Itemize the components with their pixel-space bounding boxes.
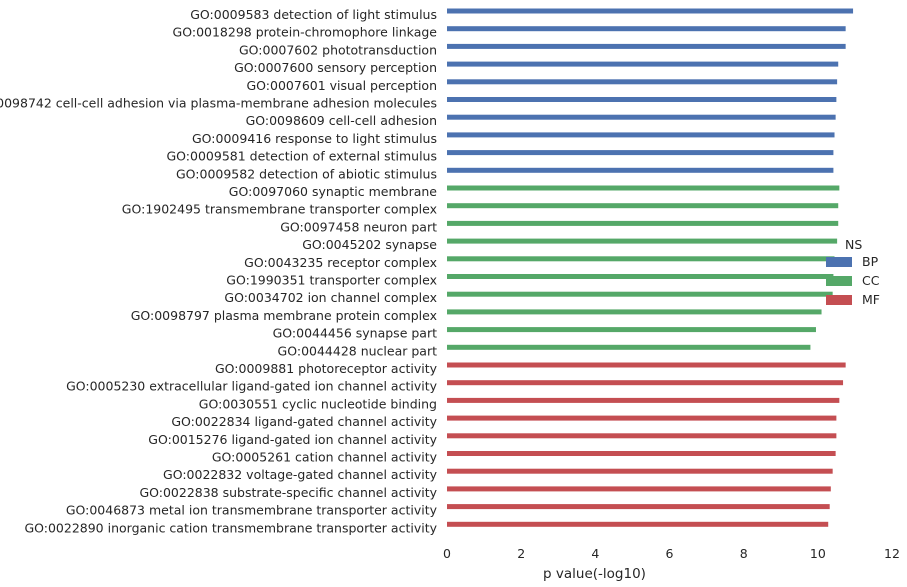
bar-mf bbox=[447, 521, 829, 527]
x-tick-label: 8 bbox=[740, 546, 748, 561]
bar-mf bbox=[447, 397, 840, 403]
category-label: GO:0034702 ion channel complex bbox=[224, 290, 437, 305]
legend-entry-label: MF bbox=[862, 292, 880, 307]
bar-bp bbox=[447, 43, 846, 49]
bar-bp bbox=[447, 132, 835, 138]
x-tick-label: 4 bbox=[591, 546, 599, 561]
x-axis: p value(-log10) 0 2 4 6 8 10 12 bbox=[443, 546, 900, 582]
bar-mf bbox=[447, 433, 837, 439]
bar-cc bbox=[447, 327, 816, 333]
bar-mf bbox=[447, 362, 846, 368]
x-tick-label: 6 bbox=[666, 546, 674, 561]
bar-cc bbox=[447, 185, 840, 191]
bar-bp bbox=[447, 97, 837, 102]
bar-mf bbox=[447, 415, 837, 421]
category-label: GO:0045202 synapse bbox=[302, 237, 437, 252]
category-label: GO:0098797 plasma membrane protein compl… bbox=[131, 308, 437, 323]
category-label: GO:0098742 cell-cell adhesion via plasma… bbox=[0, 96, 437, 111]
bar-mf bbox=[447, 380, 844, 386]
bar-cc bbox=[447, 238, 838, 244]
bar-cc bbox=[447, 203, 839, 209]
category-label: GO:0098609 cell-cell adhesion bbox=[246, 113, 437, 128]
category-label: GO:0022838 substrate-specific channel ac… bbox=[139, 485, 437, 500]
category-label: GO:0046873 metal ion transmembrane trans… bbox=[66, 503, 438, 518]
category-label: GO:0007601 visual perception bbox=[246, 78, 437, 93]
legend: NS BP CC MF bbox=[826, 237, 880, 307]
category-label: GO:0015276 ligand-gated ion channel acti… bbox=[148, 432, 437, 447]
x-tick-label: 12 bbox=[884, 546, 900, 561]
legend-swatch bbox=[826, 276, 852, 286]
bar-cc bbox=[447, 291, 833, 297]
category-label: GO:0007600 sensory perception bbox=[234, 60, 437, 75]
category-label: GO:0097060 synaptic membrane bbox=[229, 184, 438, 199]
bar-bp bbox=[447, 79, 838, 85]
category-label: GO:0009583 detection of light stimulus bbox=[190, 7, 437, 22]
bars-layer bbox=[447, 8, 854, 527]
bar-bp bbox=[447, 26, 846, 32]
bar-bp bbox=[447, 8, 854, 14]
category-label: GO:0007602 phototransduction bbox=[239, 42, 437, 57]
bar-cc bbox=[447, 344, 811, 350]
category-labels: GO:0009583 detection of light stimulus GO… bbox=[0, 7, 438, 535]
category-label: GO:0022834 ligand-gated channel activity bbox=[171, 414, 437, 429]
legend-swatch bbox=[826, 257, 852, 267]
bar-bp bbox=[447, 114, 836, 120]
bar-cc bbox=[447, 274, 834, 279]
bar-bp bbox=[447, 150, 834, 156]
category-label: GO:0009581 detection of external stimulu… bbox=[167, 149, 438, 164]
category-label: GO:0022832 voltage-gated channel activit… bbox=[163, 467, 438, 482]
x-axis-label: p value(-log10) bbox=[543, 566, 646, 582]
category-label: GO:0009416 response to light stimulus bbox=[192, 131, 437, 146]
bar-mf bbox=[447, 468, 833, 474]
bar-cc bbox=[447, 256, 835, 262]
category-label: GO:0044428 nuclear part bbox=[278, 343, 438, 358]
category-label: GO:1990351 transporter complex bbox=[226, 273, 437, 288]
category-label: GO:1902495 transmembrane transporter com… bbox=[122, 202, 437, 217]
category-label: GO:0030551 cyclic nucleotide binding bbox=[199, 396, 437, 411]
legend-swatch bbox=[826, 295, 852, 305]
bar-mf bbox=[447, 486, 831, 492]
category-label: GO:0009881 photoreceptor activity bbox=[215, 361, 438, 376]
x-tick-label: 10 bbox=[810, 546, 826, 561]
bar-bp bbox=[447, 61, 839, 67]
bar-cc bbox=[447, 309, 822, 315]
x-tick-label: 2 bbox=[517, 546, 525, 561]
category-label: GO:0097458 neuron part bbox=[280, 219, 437, 234]
category-label: GO:0043235 receptor complex bbox=[244, 255, 437, 270]
bar-cc bbox=[447, 220, 839, 226]
category-label: GO:0005261 cation channel activity bbox=[212, 450, 438, 465]
legend-entry-label: BP bbox=[862, 254, 879, 269]
legend-entry-label: CC bbox=[862, 273, 880, 288]
category-label: GO:0005230 extracellular ligand-gated io… bbox=[66, 379, 438, 394]
category-label: GO:0022890 inorganic cation transmembran… bbox=[24, 520, 437, 535]
bar-bp bbox=[447, 167, 834, 173]
category-label: GO:0009582 detection of abiotic stimulus bbox=[176, 166, 437, 181]
category-label: GO:0044456 synapse part bbox=[273, 326, 437, 341]
bar-mf bbox=[447, 451, 836, 456]
legend-title: NS bbox=[845, 237, 862, 252]
x-tick-label: 0 bbox=[443, 546, 451, 561]
bar-mf bbox=[447, 504, 830, 510]
category-label: GO:0018298 protein-chromophore linkage bbox=[173, 25, 438, 40]
